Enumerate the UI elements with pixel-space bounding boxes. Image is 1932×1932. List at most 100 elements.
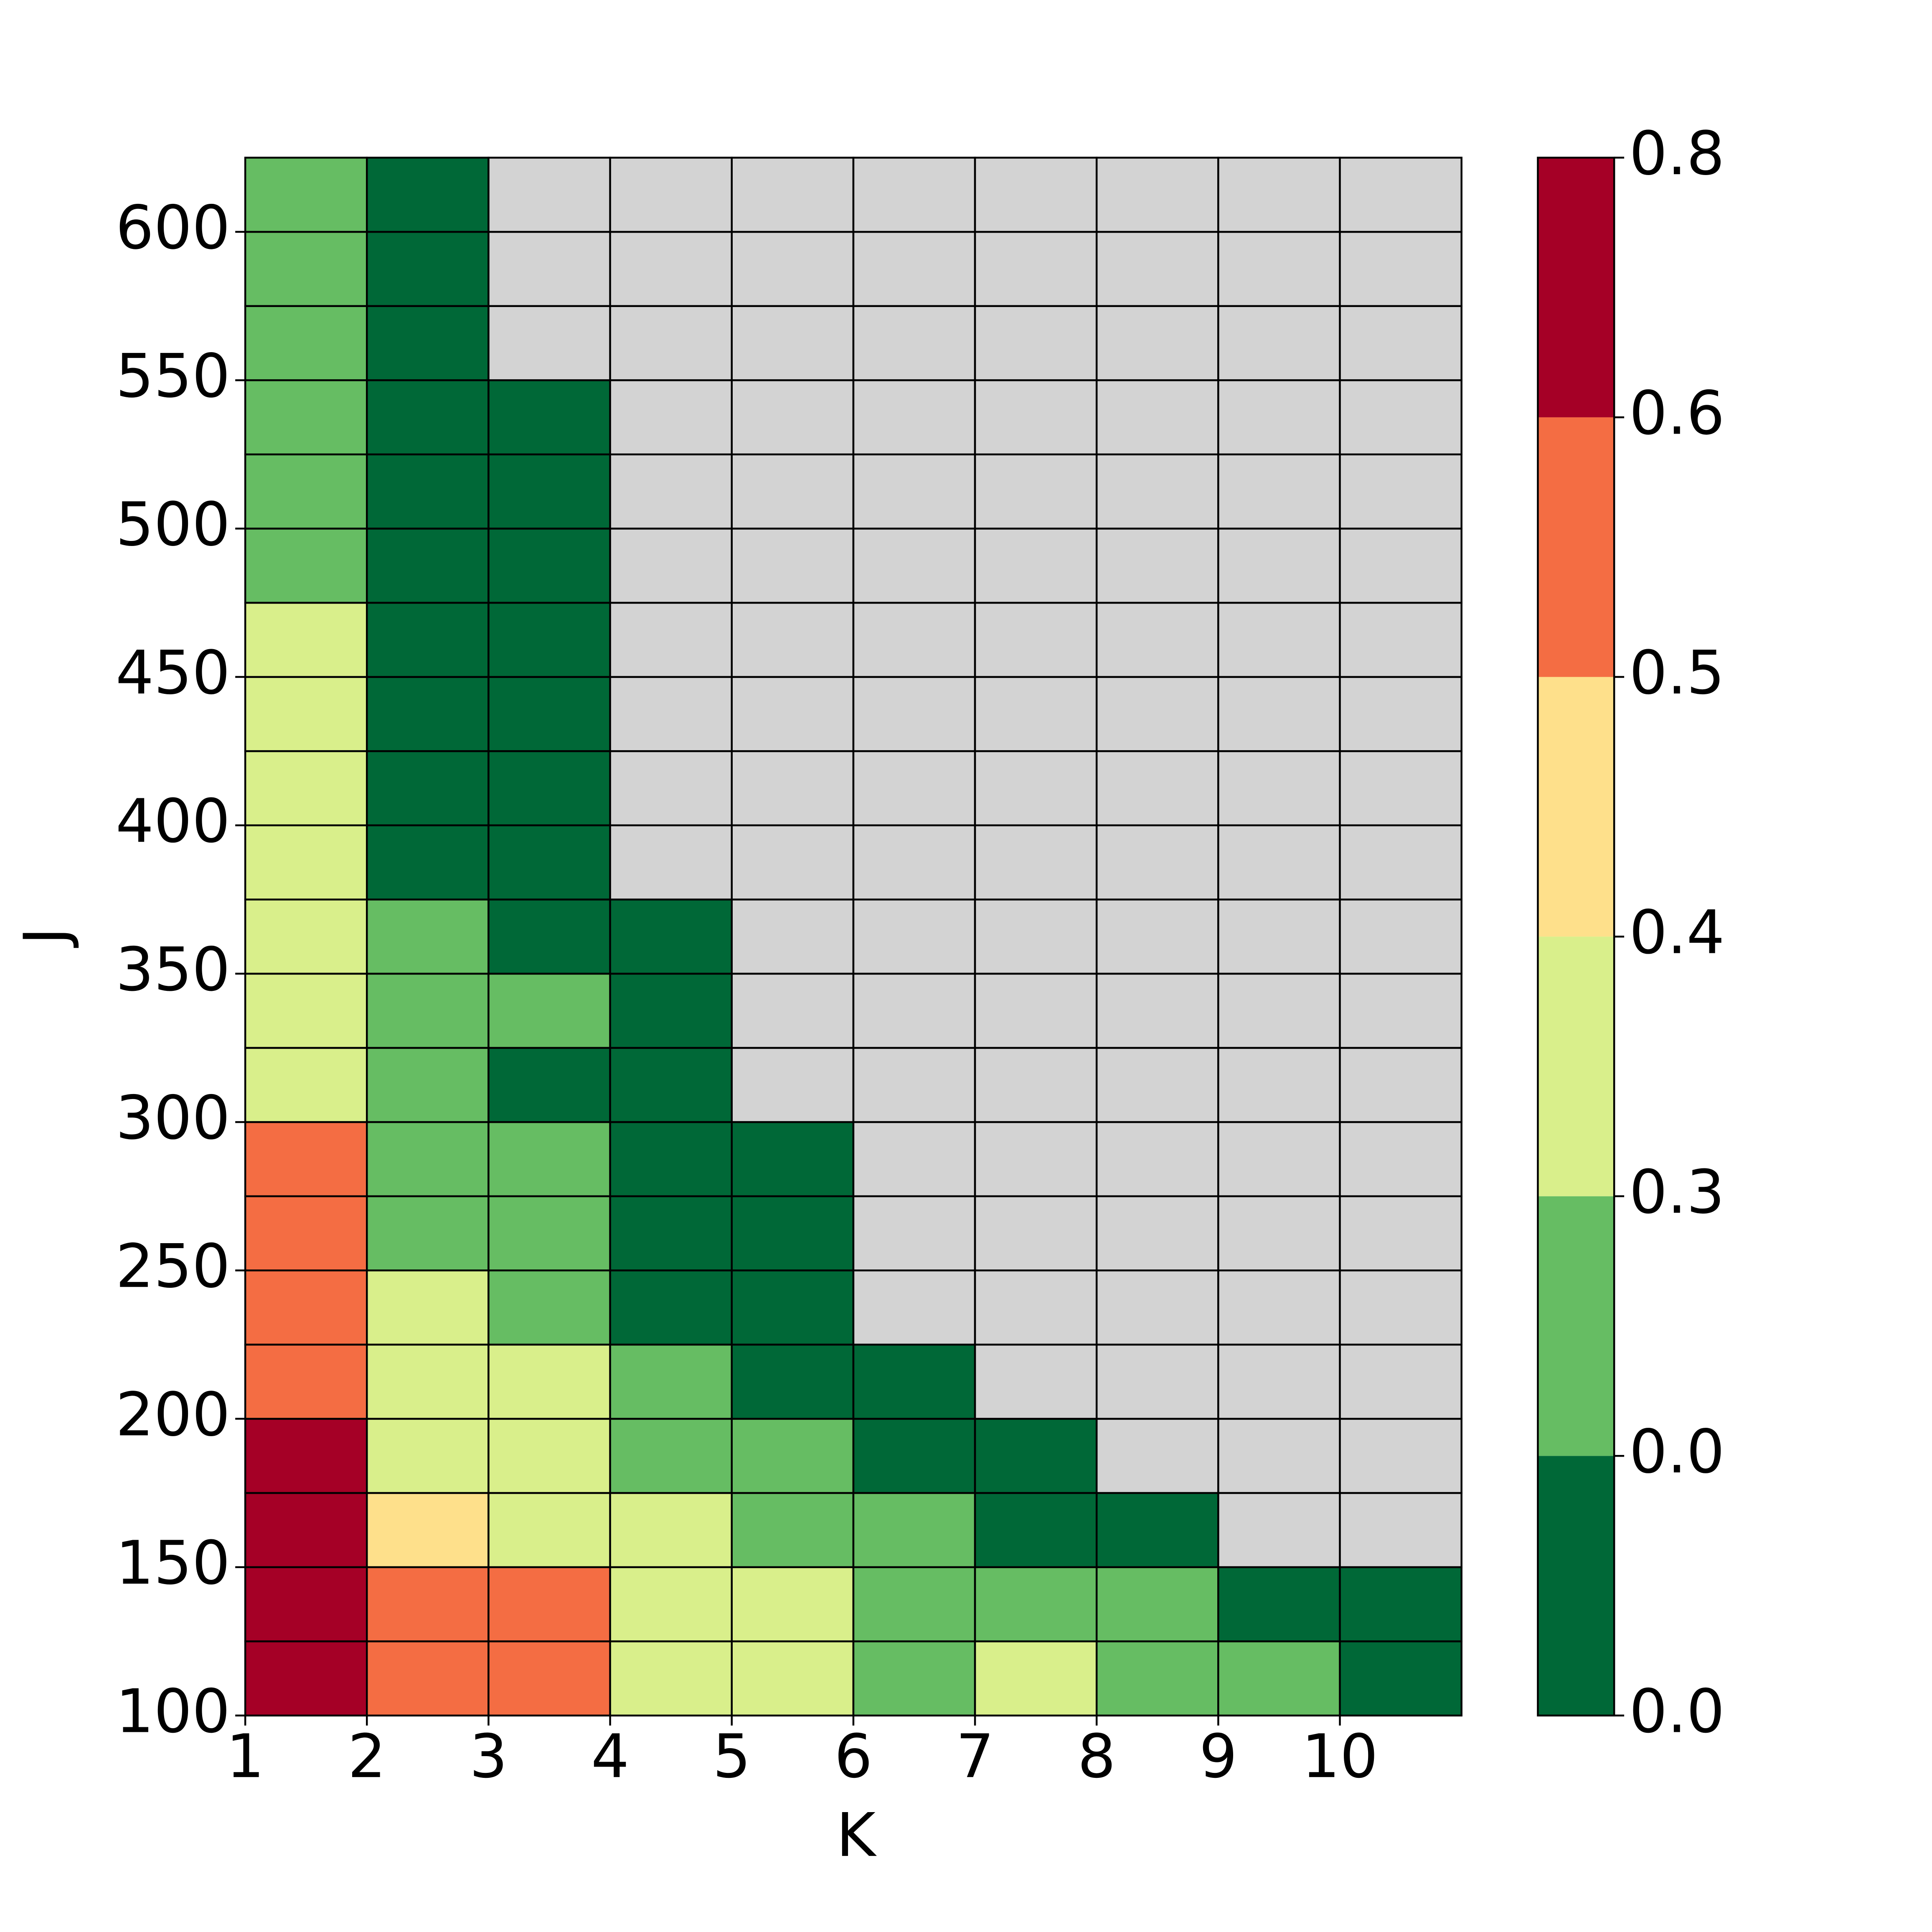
heat-cell [244,305,368,381]
missing-cell [852,676,976,752]
x-tick-label: 3 [470,1721,508,1791]
heat-cell [609,1343,733,1420]
missing-cell [852,157,976,233]
missing-cell [1217,750,1341,826]
missing-cell [1095,305,1219,381]
y-tick-label: 150 [116,1528,230,1598]
heat-cell [487,1269,611,1346]
heat-cell [366,824,490,901]
heat-cell [487,1343,611,1420]
missing-cell [1339,1492,1462,1568]
heat-cell [852,1566,976,1643]
missing-cell [609,305,733,381]
y-axis-label: J [11,927,81,948]
missing-cell [1095,676,1219,752]
missing-cell [974,1047,1098,1123]
heat-cell [1339,1640,1462,1717]
heat-cell [244,899,368,975]
heat-cell [487,824,611,901]
missing-cell [1095,1121,1219,1197]
missing-cell [1339,1121,1462,1197]
missing-cell [852,1269,976,1346]
missing-cell [974,453,1098,530]
missing-cell [1095,824,1219,901]
missing-cell [974,602,1098,678]
heat-cell [487,1640,611,1717]
missing-cell [1217,157,1341,233]
missing-cell [1339,157,1462,233]
missing-cell [731,824,855,901]
missing-cell [974,676,1098,752]
missing-cell [1217,379,1341,456]
missing-cell [1217,1121,1341,1197]
heat-cell [487,1492,611,1568]
heat-cell [366,528,490,604]
heat-cell [244,1195,368,1272]
heat-cell [244,1492,368,1568]
missing-cell [1339,1418,1462,1494]
heat-cell [487,1195,611,1272]
missing-cell [1339,379,1462,456]
missing-cell [1339,231,1462,307]
missing-cell [852,602,976,678]
missing-cell [974,1269,1098,1346]
heat-cell [487,676,611,752]
heat-cell [366,1047,490,1123]
heat-cell [487,1566,611,1643]
missing-cell [1217,899,1341,975]
x-tick-label: 8 [1077,1721,1115,1791]
heat-cell [244,972,368,1049]
y-tick-label: 500 [116,490,230,559]
missing-cell [852,1047,976,1123]
heat-cell [731,1121,855,1197]
heat-cell [244,1343,368,1420]
missing-cell [852,899,976,975]
missing-cell [731,305,855,381]
missing-cell [1095,379,1219,456]
missing-cell [609,157,733,233]
heat-cell [731,1640,855,1717]
y-tick-label: 350 [116,934,230,1004]
missing-cell [1217,453,1341,530]
heat-cell [852,1640,976,1717]
missing-cell [1095,528,1219,604]
heat-cell [366,305,490,381]
heat-cell [366,1121,490,1197]
heat-cell [244,1121,368,1197]
colorbar-segment [1538,1456,1615,1716]
x-tick-label: 9 [1199,1721,1237,1791]
heat-cell [487,1121,611,1197]
missing-cell [609,676,733,752]
heat-cell [609,1047,733,1123]
missing-cell [1095,1047,1219,1123]
y-tick-label: 550 [116,341,230,411]
colorbar-segment [1538,677,1615,937]
heat-cell [731,1418,855,1494]
missing-cell [1095,157,1219,233]
missing-cell [852,972,976,1049]
missing-cell [609,453,733,530]
missing-cell [1217,676,1341,752]
missing-cell [1339,1269,1462,1346]
missing-cell [852,1121,976,1197]
heat-cell [366,899,490,975]
missing-cell [609,824,733,901]
heat-cell [366,1640,490,1717]
heat-cell [244,231,368,307]
heat-cell [852,1418,976,1494]
heat-cell [487,1418,611,1494]
y-tick-label: 300 [116,1083,230,1153]
heat-cell [366,1566,490,1643]
x-tick-label: 4 [591,1721,629,1791]
heat-cell [487,528,611,604]
heat-cell [366,1195,490,1272]
y-tick-label: 200 [116,1380,230,1450]
missing-cell [487,157,611,233]
missing-cell [1339,1047,1462,1123]
colorbar-tick-label: 0.3 [1629,1157,1725,1227]
missing-cell [974,899,1098,975]
missing-cell [1217,1047,1341,1123]
heat-cell [366,676,490,752]
missing-cell [1217,1195,1341,1272]
